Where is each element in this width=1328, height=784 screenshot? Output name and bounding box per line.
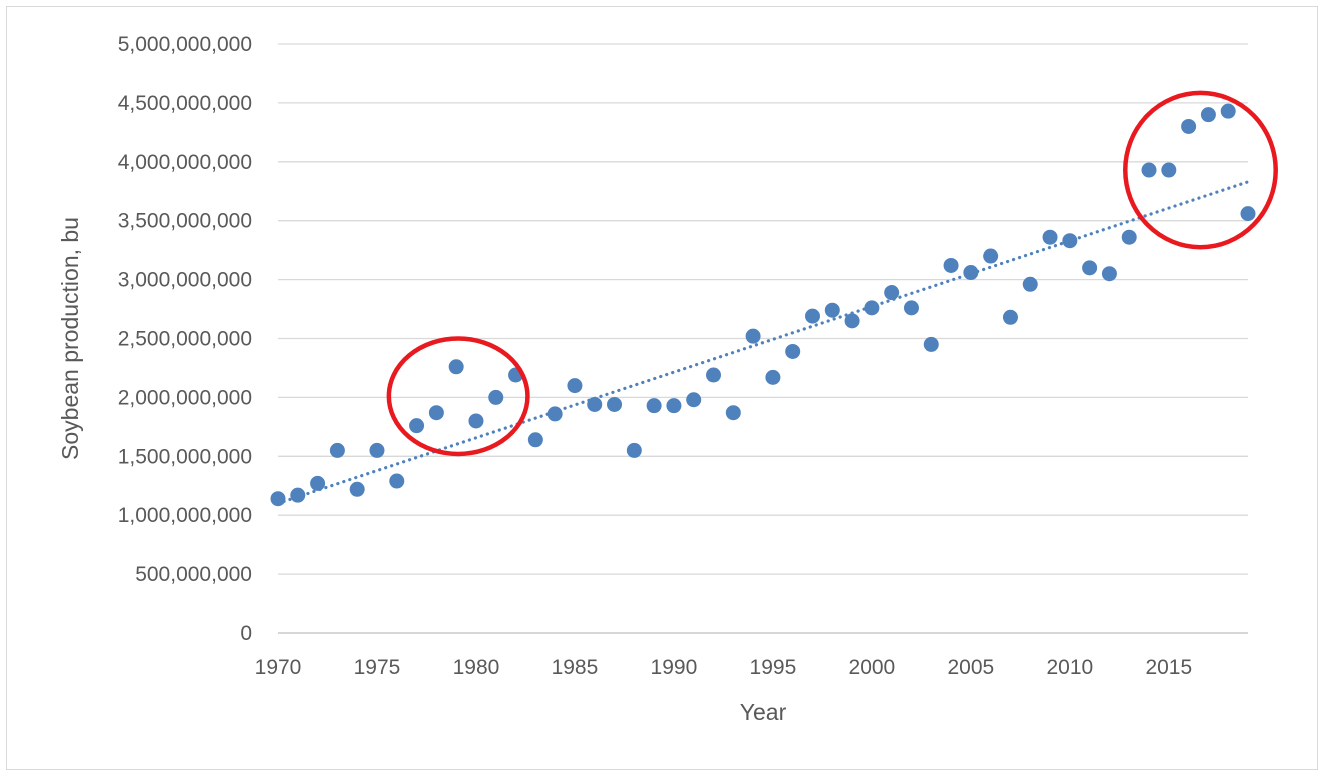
x-tick-label: 1980 [453, 656, 500, 679]
chart-frame [6, 6, 1318, 770]
x-tick-label: 1985 [552, 656, 599, 679]
x-tick-label: 2015 [1145, 656, 1192, 679]
data-point [923, 336, 939, 352]
annotation-circles [386, 90, 1278, 457]
data-point [1042, 229, 1058, 245]
data-point [290, 487, 306, 503]
x-axis-title: Year [740, 699, 787, 725]
x-tick-label: 1995 [750, 656, 797, 679]
data-point [1082, 260, 1098, 276]
data-point [706, 367, 722, 383]
y-tick-label: 4,000,000,000 [118, 151, 252, 174]
data-point [1181, 118, 1197, 134]
data-point [448, 359, 464, 375]
highlight-circle-1 [386, 336, 530, 457]
data-point [1240, 206, 1256, 222]
data-point [804, 308, 820, 324]
data-point [468, 413, 484, 429]
y-tick-label: 5,000,000,000 [118, 33, 252, 56]
data-point [1220, 103, 1236, 119]
data-point [983, 248, 999, 264]
y-tick-label: 1,500,000,000 [118, 445, 252, 468]
data-point [488, 389, 504, 405]
trendline [276, 180, 1250, 506]
x-tick-label: 2010 [1046, 656, 1093, 679]
data-point [1062, 233, 1078, 249]
data-points [270, 103, 1256, 507]
data-point [864, 300, 880, 316]
data-point [607, 396, 623, 412]
x-tick-label: 2005 [947, 656, 994, 679]
data-point [963, 265, 979, 281]
data-point [1200, 107, 1216, 123]
data-point [310, 475, 326, 491]
y-tick-label: 3,500,000,000 [118, 210, 252, 233]
y-tick-label: 1,000,000,000 [118, 504, 252, 527]
data-point [547, 406, 563, 422]
data-point [626, 442, 642, 458]
x-tick-labels: 1970 1975 1980 1985 1990 1995 2000 2005 2010 2015 [255, 656, 1193, 679]
data-point [903, 300, 919, 316]
y-tick-label: 3,000,000,000 [118, 269, 252, 292]
data-point [527, 432, 543, 448]
y-tick-label: 0 [240, 622, 252, 645]
data-point [745, 328, 761, 344]
data-point [1002, 309, 1018, 325]
data-point [369, 442, 385, 458]
x-tick-label: 1975 [354, 656, 401, 679]
data-point [349, 481, 365, 497]
y-tick-label: 500,000,000 [135, 563, 252, 586]
highlight-circle-2 [1123, 90, 1278, 250]
y-tick-label: 2,000,000,000 [118, 386, 252, 409]
data-point [389, 473, 405, 489]
data-point [765, 369, 781, 385]
x-tick-label: 1990 [651, 656, 698, 679]
data-point [844, 313, 860, 329]
data-point [666, 398, 682, 414]
data-point [1022, 276, 1038, 292]
data-point [587, 396, 603, 412]
data-point [409, 418, 425, 434]
data-point [1141, 162, 1157, 178]
data-point [428, 405, 444, 421]
data-point [785, 343, 801, 359]
y-tick-label: 2,500,000,000 [118, 328, 252, 351]
data-point [1161, 162, 1177, 178]
y-tick-label: 4,500,000,000 [118, 92, 252, 115]
x-tick-label: 1970 [255, 656, 302, 679]
data-point [884, 285, 900, 301]
data-point [725, 405, 741, 421]
data-point [329, 442, 345, 458]
y-tick-labels: 0 500,000,000 1,000,000,000 1,500,000,000 2,… [118, 33, 252, 645]
data-point [686, 392, 702, 408]
data-point [270, 491, 286, 507]
data-point [567, 378, 583, 394]
data-point [646, 398, 662, 414]
x-tick-label: 2000 [849, 656, 896, 679]
gridlines [278, 43, 1248, 634]
data-point [1101, 266, 1117, 282]
data-point [943, 257, 959, 273]
data-point [1121, 229, 1137, 245]
y-axis-title: Soybean production, bu [57, 217, 83, 460]
data-point [824, 302, 840, 318]
